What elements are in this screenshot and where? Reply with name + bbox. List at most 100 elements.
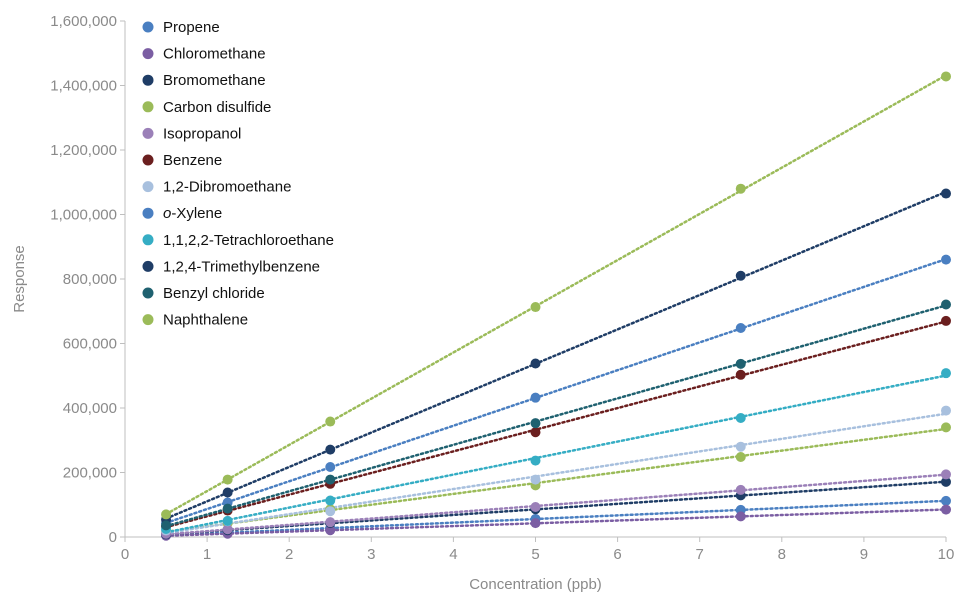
point-1-2-dibromoethane: [325, 506, 336, 517]
point-1-2-4-trimethylbenzene: [941, 188, 951, 199]
legend-label-bromomethane: Bromomethane: [163, 72, 266, 89]
point-o-xylene: [530, 392, 541, 403]
point-chloromethane: [941, 504, 951, 515]
trendline-o-xylene: [164, 257, 948, 525]
x-tick-label: 2: [285, 546, 293, 563]
y-tick-label: 0: [109, 529, 117, 546]
point-o-xylene: [325, 462, 336, 473]
point-isopropanol: [222, 524, 233, 535]
y-tick-label: 600,000: [63, 336, 117, 353]
point-1-1-2-2-tetrachloroethane: [325, 495, 336, 506]
point-isopropanol: [325, 517, 336, 528]
legend-marker-benzene: [142, 154, 154, 166]
point-naphthalene: [222, 474, 233, 485]
point-1-2-dibromoethane: [941, 405, 951, 416]
legend-label-1-1-2-2-tetrachloroethane: 1,1,2,2-Tetrachloroethane: [163, 232, 334, 249]
trendline-propene: [164, 499, 948, 537]
trendlines-layer: [164, 74, 948, 537]
legend-label-o-xylene: o-Xylene: [163, 205, 222, 222]
y-tick-label: 1,600,000: [50, 13, 117, 30]
point-benzyl-chloride: [735, 358, 746, 369]
legend-marker-o-xylene: [142, 207, 154, 219]
legend-label-isopropanol: Isopropanol: [163, 125, 241, 142]
point-benzyl-chloride: [161, 520, 172, 531]
x-tick-label: 3: [367, 546, 375, 563]
legend-marker-1-2-dibromoethane: [142, 181, 154, 193]
y-tick-label: 1,200,000: [50, 142, 117, 159]
point-chloromethane: [735, 511, 746, 522]
legend-marker-1-1-2-2-tetrachloroethane: [142, 234, 154, 246]
x-tick-label: 9: [860, 546, 868, 563]
point-benzene: [735, 369, 746, 380]
point-isopropanol: [530, 502, 541, 513]
legend-label-benzyl-chloride: Benzyl chloride: [163, 285, 265, 302]
legend-label-benzene: Benzene: [163, 152, 222, 169]
x-tick-label: 10: [938, 546, 955, 563]
point-1-2-dibromoethane: [735, 441, 746, 452]
x-tick-label: 5: [531, 546, 539, 563]
trendline-1-2-dibromoethane: [164, 412, 948, 535]
x-tick-label: 7: [696, 546, 704, 563]
point-naphthalene: [161, 509, 172, 520]
y-tick-label: 1,000,000: [50, 207, 117, 224]
x-tick-label: 8: [778, 546, 786, 563]
point-benzene: [941, 315, 951, 326]
legend-label-1-2-dibromoethane: 1,2-Dibromoethane: [163, 179, 291, 196]
legend-marker-1-2-4-trimethylbenzene: [142, 260, 154, 272]
point-benzyl-chloride: [530, 418, 541, 429]
trendline-carbon-disulfide: [164, 427, 948, 534]
point-1-1-2-2-tetrachloroethane: [941, 368, 951, 379]
legend-marker-isopropanol: [142, 127, 154, 139]
legend-label-propene: Propene: [163, 19, 220, 36]
legend-marker-bromomethane: [142, 74, 154, 86]
legend-label-chloromethane: Chloromethane: [163, 46, 266, 63]
point-benzyl-chloride: [325, 474, 336, 485]
axes-layer: 0 1 2 3 4 5 6 7 8 9 10 0 200,000 400,000 600,000 800,00…: [50, 13, 954, 563]
data-points-layer: [161, 71, 951, 541]
point-1-2-4-trimethylbenzene: [325, 444, 336, 455]
trendline-chloromethane: [164, 508, 948, 537]
y-tick-label: 200,000: [63, 465, 117, 482]
trendline-naphthalene: [164, 74, 948, 516]
trendline-isopropanol: [164, 473, 948, 536]
point-1-2-dibromoethane: [530, 474, 541, 485]
point-propene: [941, 495, 951, 506]
x-tick-label: 4: [449, 546, 457, 563]
point-1-1-2-2-tetrachloroethane: [530, 455, 541, 466]
x-axis-title: Concentration (ppb): [469, 576, 602, 593]
point-chloromethane: [530, 518, 541, 529]
point-1-2-4-trimethylbenzene: [222, 487, 233, 498]
point-benzyl-chloride: [222, 503, 233, 514]
point-1-2-4-trimethylbenzene: [530, 358, 541, 369]
point-naphthalene: [530, 302, 541, 313]
trendline-benzene: [164, 320, 948, 529]
point-naphthalene: [735, 183, 746, 194]
y-axis-title: Response: [11, 245, 28, 313]
point-benzyl-chloride: [941, 299, 951, 310]
point-1-1-2-2-tetrachloroethane: [222, 515, 233, 526]
legend-marker-propene: [142, 21, 154, 33]
legend-marker-benzyl-chloride: [142, 287, 154, 299]
y-tick-label: 1,400,000: [50, 78, 117, 95]
point-benzene: [530, 427, 541, 438]
y-tick-label: 800,000: [63, 271, 117, 288]
point-naphthalene: [325, 416, 336, 427]
y-tick-label: 400,000: [63, 400, 117, 417]
point-carbon-disulfide: [735, 452, 746, 463]
legend-label-naphthalene: Naphthalene: [163, 312, 248, 329]
legend-label-prefix: o: [163, 205, 171, 222]
point-o-xylene: [941, 254, 951, 265]
point-bromomethane: [941, 476, 951, 487]
legend: Propene Chloromethane Bromomethane Carbon d…: [142, 19, 334, 329]
point-1-2-4-trimethylbenzene: [735, 270, 746, 281]
point-naphthalene: [941, 71, 951, 82]
trendline-1-1-2-2-tetrachloroethane: [164, 374, 948, 534]
x-tick-label: 1: [203, 546, 211, 563]
point-isopropanol: [735, 484, 746, 495]
x-tick-label: 6: [613, 546, 621, 563]
legend-marker-chloromethane: [142, 48, 154, 60]
point-chloromethane: [325, 525, 336, 536]
trendline-benzyl-chloride: [164, 304, 948, 528]
